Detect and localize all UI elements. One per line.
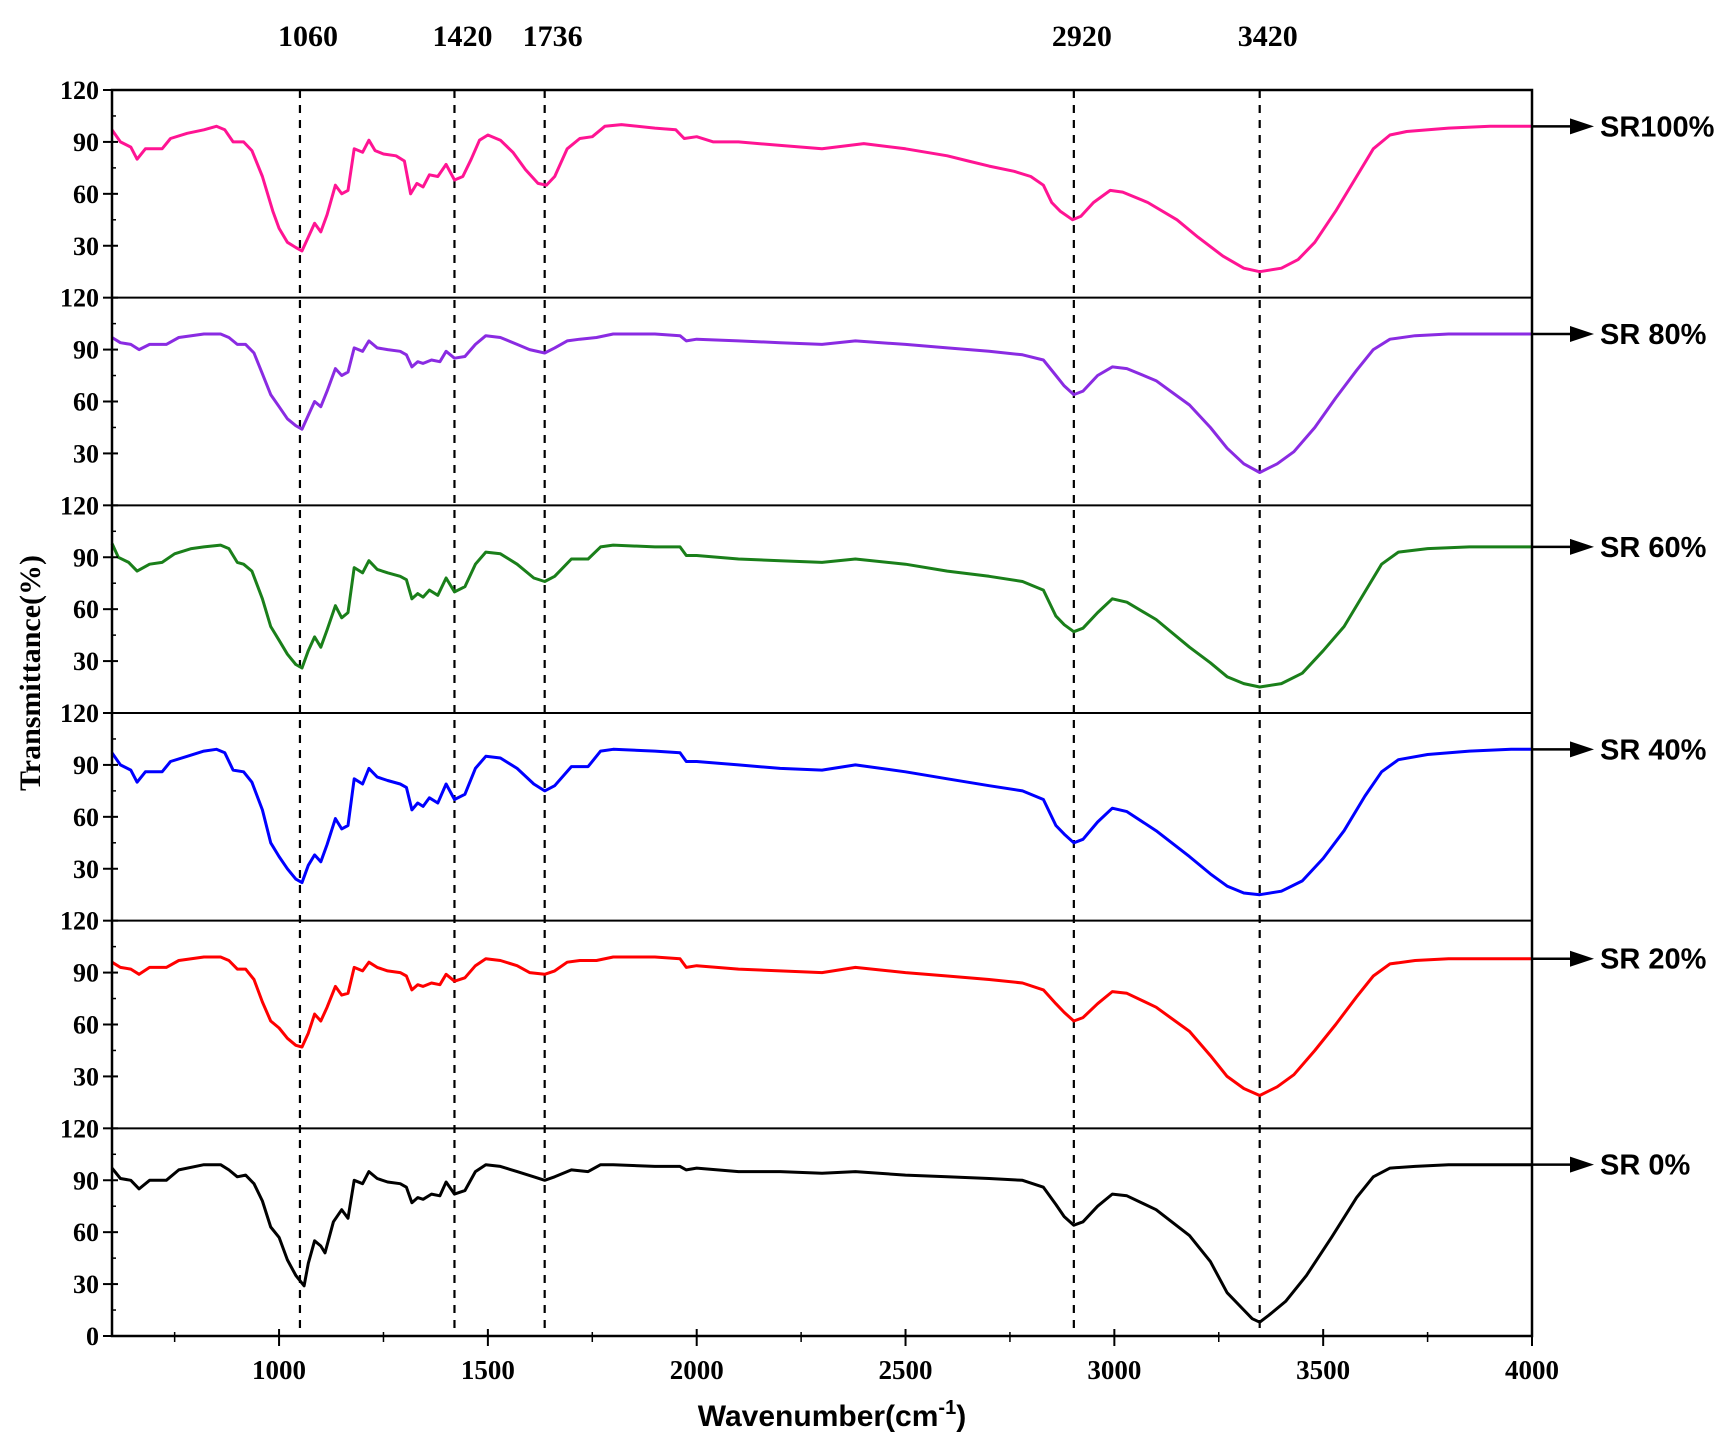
series-line-sr100 xyxy=(110,123,1532,274)
peak-label-1420: 1420 xyxy=(432,20,492,53)
y-tick-label: 60 xyxy=(73,595,99,624)
y-tick-label: 120 xyxy=(60,1114,99,1143)
y-tick-label: 0 xyxy=(86,1322,99,1351)
axis-ticks xyxy=(103,89,1533,1346)
y-tick-label: 90 xyxy=(73,1166,99,1195)
y-tick-label: 30 xyxy=(73,647,99,676)
legend-label-sr40: SR 40% xyxy=(1600,734,1707,766)
legend-arrowhead xyxy=(1570,1156,1594,1173)
y-axis-title: Transmittance(%) xyxy=(14,555,47,791)
legend-arrowhead xyxy=(1570,538,1594,555)
legend-arrowhead xyxy=(1570,950,1594,967)
panel-sr0 xyxy=(110,1128,1533,1337)
series-line-sr20 xyxy=(111,955,1532,1097)
x-tick-label: 1500 xyxy=(461,1355,515,1385)
y-tick-label: 60 xyxy=(73,388,99,417)
panel-sr60 xyxy=(110,505,1533,714)
legend-label-sr100: SR100% xyxy=(1600,111,1715,143)
legend-arrowhead xyxy=(1570,741,1594,758)
y-tick-label: 90 xyxy=(73,959,99,988)
chart-labels: 1060 1420 1736 2920 3420 30 60 90 120 30 60 90 120 30… xyxy=(14,20,1559,1433)
y-tick-label: 90 xyxy=(73,128,99,157)
peak-label-3420: 3420 xyxy=(1238,20,1298,53)
series-line-sr80 xyxy=(111,332,1532,474)
y-tick-label: 120 xyxy=(60,491,99,520)
x-axis-title-main: Wavenumber(cm xyxy=(698,1400,939,1433)
peak-label-2920: 2920 xyxy=(1052,20,1112,53)
x-tick-label: 3500 xyxy=(1296,1355,1350,1385)
y-tick-label: 60 xyxy=(73,803,99,832)
y-tick-label: 30 xyxy=(73,855,99,884)
y-tick-label: 90 xyxy=(73,336,99,365)
y-tick-label: 120 xyxy=(60,907,99,936)
x-tick-label: 2500 xyxy=(879,1355,933,1385)
y-tick-label: 30 xyxy=(73,232,99,261)
y-tick-label: 30 xyxy=(73,1062,99,1091)
panel-sr100 xyxy=(110,90,1533,299)
legend-label-sr60: SR 60% xyxy=(1600,532,1707,564)
series-line-sr60 xyxy=(110,542,1532,689)
x-axis-title-close: ) xyxy=(956,1400,966,1433)
y-tick-label: 60 xyxy=(73,1218,99,1247)
x-tick-label: 3000 xyxy=(1087,1355,1141,1385)
legend-label-sr20: SR 20% xyxy=(1600,944,1707,976)
panel-sr80 xyxy=(111,297,1533,507)
legend: SR100% SR 80% SR 60% SR 40% SR 20% SR 0% xyxy=(1532,111,1715,1182)
panel-sr20 xyxy=(111,920,1533,1130)
legend-label-sr0: SR 0% xyxy=(1600,1150,1690,1182)
x-tick-label: 2000 xyxy=(670,1355,724,1385)
spectra-panels xyxy=(110,88,1534,1338)
y-tick-label: 120 xyxy=(60,699,99,728)
y-tick-label: 60 xyxy=(73,180,99,209)
y-tick-label: 90 xyxy=(73,751,99,780)
panel-sr40 xyxy=(110,713,1533,922)
series-line-sr0 xyxy=(110,1163,1532,1324)
y-tick-label: 60 xyxy=(73,1011,99,1040)
y-tick-label: 120 xyxy=(60,76,99,105)
legend-arrowhead xyxy=(1570,118,1594,135)
y-tick-label: 30 xyxy=(73,439,99,468)
legend-arrowhead xyxy=(1570,326,1594,343)
peak-label-1736: 1736 xyxy=(523,20,583,53)
x-axis-title: Wavenumber(cm-1) xyxy=(698,1397,966,1433)
peak-label-1060: 1060 xyxy=(278,20,338,53)
series-line-sr40 xyxy=(110,747,1532,897)
legend-label-sr80: SR 80% xyxy=(1600,319,1707,351)
y-tick-label: 30 xyxy=(73,1270,99,1299)
y-tick-label: 90 xyxy=(73,543,99,572)
y-tick-label: 120 xyxy=(60,284,99,313)
x-tick-label: 4000 xyxy=(1505,1355,1559,1385)
x-tick-label: 1000 xyxy=(252,1355,306,1385)
x-axis-title-sup: -1 xyxy=(938,1397,956,1419)
